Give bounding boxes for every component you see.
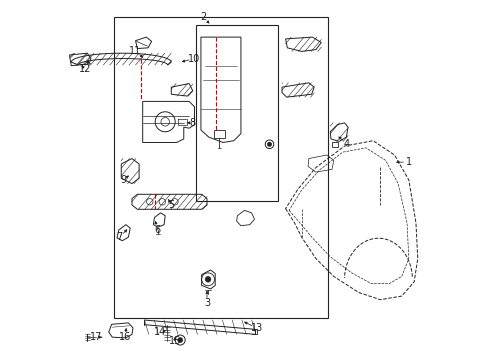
Polygon shape — [69, 53, 91, 66]
Text: 17: 17 — [90, 332, 102, 342]
Circle shape — [264, 140, 273, 149]
Text: 1: 1 — [405, 157, 411, 167]
Text: 11: 11 — [129, 46, 142, 57]
Circle shape — [177, 338, 183, 342]
Circle shape — [267, 142, 271, 147]
Polygon shape — [282, 83, 313, 97]
Text: 9: 9 — [120, 175, 126, 185]
Text: 6: 6 — [154, 225, 160, 235]
Text: 2: 2 — [200, 13, 206, 22]
Text: 7: 7 — [116, 232, 122, 242]
Polygon shape — [121, 158, 139, 184]
Text: 10: 10 — [188, 54, 200, 64]
Text: 3: 3 — [203, 298, 210, 308]
Circle shape — [205, 276, 210, 282]
Text: 14: 14 — [154, 327, 166, 337]
Text: 15: 15 — [168, 336, 181, 346]
Polygon shape — [108, 323, 133, 338]
Text: 8: 8 — [189, 118, 195, 128]
Text: 4: 4 — [343, 139, 348, 149]
Text: 5: 5 — [168, 200, 174, 210]
Text: 13: 13 — [250, 323, 263, 333]
Polygon shape — [135, 37, 151, 49]
Polygon shape — [285, 37, 321, 51]
Text: 16: 16 — [119, 332, 131, 342]
Text: 12: 12 — [79, 64, 92, 74]
